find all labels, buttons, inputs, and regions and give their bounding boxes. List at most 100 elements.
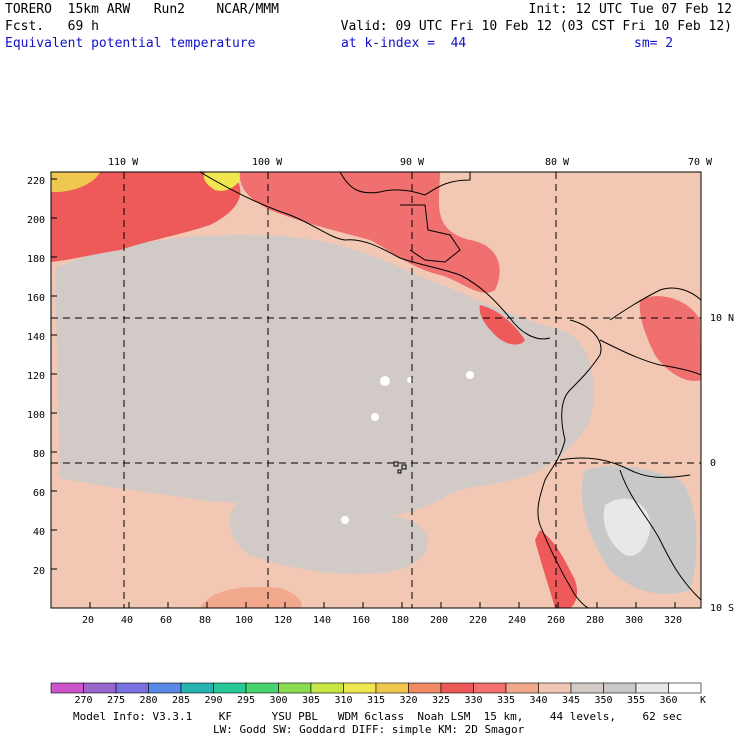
colorbar-label-280: 280	[139, 695, 158, 706]
coastline-caribbean	[609, 287, 701, 321]
colorbar-label-285: 285	[171, 695, 191, 706]
colorbar-swatch-6	[245, 682, 279, 694]
y-label-20: 20	[33, 566, 46, 577]
colorbar-label-315: 315	[366, 695, 386, 706]
colorbar-swatch-16	[570, 682, 604, 694]
x-label-200: 200	[430, 615, 449, 626]
colorbar-label-335: 335	[496, 695, 516, 706]
model-info-line2: LW: Godd SW: Goddard DIFF: simple KM: 2D…	[213, 723, 525, 736]
y-label-220: 220	[27, 176, 46, 187]
colorbar	[50, 682, 702, 694]
x-label-100: 100	[235, 615, 254, 626]
lat-label-10s: 10 S	[710, 603, 735, 614]
warm-region-colombia	[639, 296, 701, 381]
white-spot-4	[341, 516, 349, 524]
grey-ocean-north	[127, 290, 358, 363]
border-guatemala	[400, 204, 461, 263]
model-run-title: TORERO 15km ARW Run2 NCAR/MMM	[5, 2, 279, 17]
colorbar-swatch-9	[343, 682, 377, 694]
white-spot-2	[466, 371, 474, 379]
y-label-60: 60	[33, 488, 46, 499]
hot-spot-northwest	[51, 172, 100, 192]
colorbar-label-345: 345	[561, 695, 581, 706]
y-label-40: 40	[33, 527, 46, 538]
colorbar-label-320: 320	[399, 695, 418, 706]
y-label-100: 100	[27, 410, 46, 421]
map-frame	[50, 171, 702, 609]
x-label-60: 60	[160, 615, 173, 626]
colorbar-label-310: 310	[334, 695, 353, 706]
axis-ticks	[51, 178, 676, 608]
colorbar-swatch-11	[408, 682, 442, 694]
hot-spot-north	[203, 172, 245, 191]
colorbar-label-275: 275	[106, 695, 126, 706]
y-label-80: 80	[33, 449, 46, 460]
colorbar-swatch-1	[83, 682, 117, 694]
lon-label-100w: 100 W	[252, 157, 283, 168]
x-label-80: 80	[199, 615, 212, 626]
grey-ocean-south	[229, 498, 429, 575]
warm-region-northwest	[51, 172, 241, 262]
colorbar-label-350: 350	[594, 695, 613, 706]
border-ecuador-peru	[599, 339, 701, 376]
galapagos-islands	[393, 461, 407, 474]
warm-region-south	[200, 586, 302, 608]
warm-region-mexico	[239, 172, 500, 293]
valid-time: Valid: 09 UTC Fri 10 Feb 12 (03 CST Fri …	[340, 19, 732, 34]
colorbar-swatch-17	[603, 682, 637, 694]
coastline-south-america	[537, 319, 602, 608]
colorbar-swatch-4	[180, 682, 214, 694]
colorbar-swatch-12	[440, 682, 474, 694]
colorbar-swatch-0	[50, 682, 84, 694]
x-label-220: 220	[469, 615, 488, 626]
colorbar-swatch-15	[538, 682, 572, 694]
colorbar-unit: K	[699, 695, 707, 706]
x-label-300: 300	[625, 615, 644, 626]
colorbar-label-355: 355	[626, 695, 646, 706]
white-spot-3	[371, 413, 379, 421]
map-field	[51, 172, 701, 608]
lat-label-0: 0	[710, 458, 717, 469]
smoothing-info: sm= 2	[634, 36, 674, 51]
colorbar-swatch-7	[278, 682, 312, 694]
border-colombia-ecuador	[559, 457, 691, 478]
forecast-hour: Fcst. 69 h	[5, 19, 99, 34]
colorbar-label-360: 360	[659, 695, 678, 706]
colorbar-label-290: 290	[204, 695, 223, 706]
x-label-160: 160	[352, 615, 371, 626]
colorbar-label-295: 295	[236, 695, 256, 706]
x-label-260: 260	[547, 615, 566, 626]
colorbar-swatch-10	[375, 682, 409, 694]
init-time: Init: 12 UTC Tue 07 Feb 12	[528, 2, 733, 17]
y-label-140: 140	[27, 332, 46, 343]
colorbar-swatch-19	[668, 682, 702, 694]
colorbar-label-305: 305	[301, 695, 321, 706]
colorbar-swatch-5	[213, 682, 247, 694]
y-label-120: 120	[27, 371, 46, 382]
warm-region-panama	[479, 305, 525, 345]
x-label-20: 20	[82, 615, 95, 626]
border-brazil	[619, 469, 701, 601]
field-name: Equivalent potential temperature	[5, 36, 256, 51]
colorbar-swatch-3	[148, 682, 182, 694]
x-label-180: 180	[391, 615, 410, 626]
colorbar-label-325: 325	[431, 695, 451, 706]
y-label-180: 180	[27, 254, 46, 265]
y-label-160: 160	[27, 293, 46, 304]
lon-label-80w: 80 W	[545, 157, 570, 168]
x-label-40: 40	[121, 615, 134, 626]
x-label-280: 280	[586, 615, 605, 626]
colorbar-label-340: 340	[529, 695, 548, 706]
colorbar-swatch-13	[473, 682, 507, 694]
colorbar-swatch-2	[115, 682, 149, 694]
white-spot-1	[380, 376, 390, 386]
colorbar-label-270: 270	[74, 695, 93, 706]
model-info-line1: Model Info: V3.3.1 KF YSU PBL WDM 6class…	[73, 710, 683, 723]
colorbar-swatch-8	[310, 682, 344, 694]
x-label-320: 320	[664, 615, 683, 626]
x-label-120: 120	[274, 615, 293, 626]
colorbar-label-330: 330	[464, 695, 483, 706]
coastline-gulf	[339, 172, 471, 196]
lat-lon-grid	[51, 172, 701, 608]
x-label-140: 140	[313, 615, 332, 626]
